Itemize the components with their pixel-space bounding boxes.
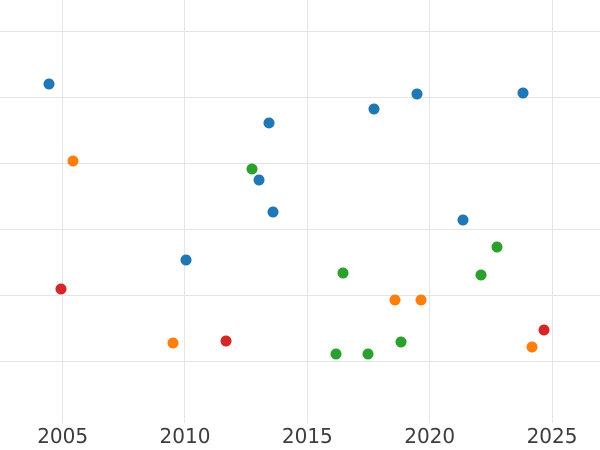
data-point-blue [180,254,192,266]
gridline-x [62,0,64,423]
gridline-x [429,0,431,423]
gridline-y [0,360,600,362]
gridline-y [0,162,600,164]
x-tick-label: 2010 [159,424,211,448]
data-point-blue [263,117,275,129]
data-point-green [395,336,407,348]
data-point-green [337,267,349,279]
x-tick-label: 2015 [281,424,333,448]
data-point-orange [167,337,179,349]
data-point-red [55,283,67,295]
data-point-orange [389,294,401,306]
gridline-y [0,31,600,33]
x-tick-label: 2025 [526,424,578,448]
gridline-y [0,294,600,296]
data-point-green [491,241,503,253]
data-point-red [220,335,232,347]
data-point-blue [457,214,469,226]
data-point-green [362,348,374,360]
gridline-x [551,0,553,423]
data-point-blue [368,103,380,115]
data-point-orange [67,155,79,167]
gridline-y [0,97,600,98]
data-point-blue [411,88,423,100]
gridline-x [306,0,308,423]
x-tick-label: 2005 [37,424,89,448]
data-point-red [538,324,550,336]
x-axis: 2005 2010 2015 2020 2025 [0,423,600,450]
data-point-blue [517,87,529,99]
x-tick-label: 2020 [404,424,456,448]
data-point-blue [267,206,279,217]
data-point-green [330,348,342,360]
data-point-green [475,269,487,281]
gridline-x [184,0,186,423]
data-point-blue [253,174,265,186]
data-point-orange [415,294,427,306]
plot-area [0,0,600,423]
data-point-blue [43,78,55,90]
data-point-orange [526,341,538,353]
gridline-y [0,228,600,230]
data-point-green [246,163,258,175]
